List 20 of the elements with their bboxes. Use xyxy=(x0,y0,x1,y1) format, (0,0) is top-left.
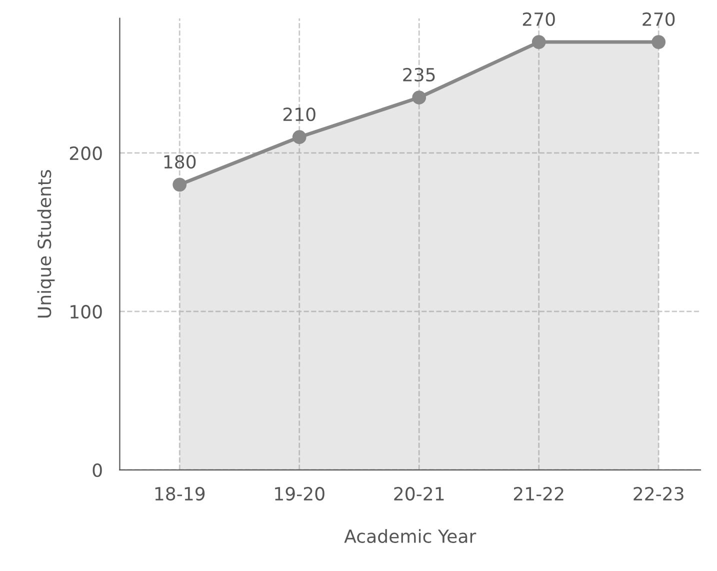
data-label: 270 xyxy=(642,12,675,26)
x-tick-label: 18-19 xyxy=(155,486,205,501)
y-tick-label: 0 xyxy=(92,463,102,478)
x-tick-label: 20-21 xyxy=(394,486,444,501)
point xyxy=(292,130,306,144)
y-tick-label: 200 xyxy=(70,146,102,160)
y-axis-title: Unique Students xyxy=(37,170,55,318)
x-axis-title: Academic Year xyxy=(344,529,476,544)
data-label: 210 xyxy=(283,107,316,122)
point xyxy=(412,90,426,104)
point xyxy=(532,35,546,49)
point xyxy=(172,178,187,192)
x-tick-label: 19-20 xyxy=(275,486,324,501)
data-label: 180 xyxy=(164,155,196,169)
y-tick-label: 100 xyxy=(70,304,102,319)
point xyxy=(652,35,666,49)
x-tick-label: 21-22 xyxy=(514,486,564,500)
x-tick-label: 22-23 xyxy=(634,486,684,501)
data-label: 235 xyxy=(403,68,435,82)
data-label: 270 xyxy=(522,12,555,26)
